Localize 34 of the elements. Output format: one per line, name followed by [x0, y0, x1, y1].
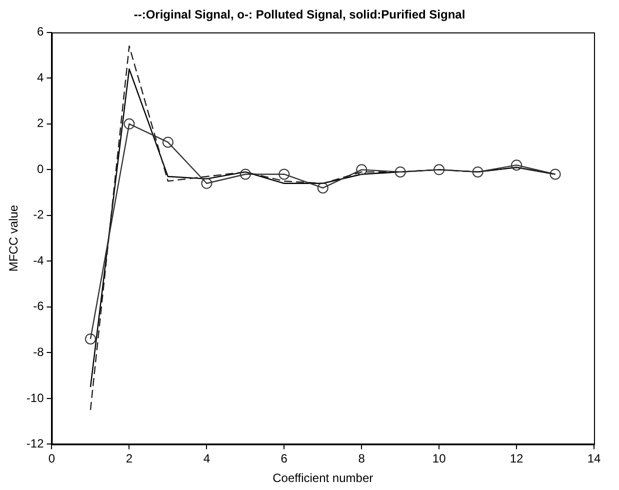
- y-tick-label: 6: [37, 24, 44, 39]
- point: [511, 160, 522, 171]
- point: [472, 166, 484, 178]
- point: [356, 164, 368, 176]
- x-tick-label: 4: [203, 452, 210, 466]
- point: [278, 168, 290, 180]
- y-tick-label: -2: [33, 208, 44, 222]
- y-tick-label: 2: [37, 116, 44, 130]
- y-axis-title: MFCC value: [6, 204, 21, 272]
- chart-title: --:Original Signal, o-: Polluted Signal, solid:Purified Signal: [134, 8, 466, 22]
- x-tick-label: 6: [280, 452, 288, 466]
- point: [434, 164, 445, 176]
- x-tick-label: 10: [432, 452, 446, 466]
- point: [240, 168, 251, 180]
- point: [201, 178, 212, 189]
- point: [162, 136, 174, 148]
- x-axis-title: Coefficient number: [272, 471, 374, 486]
- x-tick-label: 14: [587, 452, 601, 466]
- y-tick-label: -6: [33, 299, 44, 314]
- y-tick-label: -4: [33, 253, 44, 268]
- x-tick-label: 0: [48, 452, 56, 466]
- x-tick-label: 12: [510, 452, 524, 466]
- y-tick-label: 0: [37, 162, 44, 176]
- point: [84, 333, 96, 344]
- point: [394, 166, 406, 178]
- y-tick-label: -10: [26, 390, 44, 405]
- x-tick-label: 2: [126, 452, 133, 466]
- point: [317, 182, 328, 194]
- y-tick-label: -8: [33, 345, 44, 359]
- point: [550, 168, 561, 180]
- y-tick-label: 4: [37, 70, 44, 84]
- point: [124, 118, 135, 130]
- y-tick-label: -12: [26, 436, 44, 451]
- x-tick-label: 8: [358, 452, 366, 466]
